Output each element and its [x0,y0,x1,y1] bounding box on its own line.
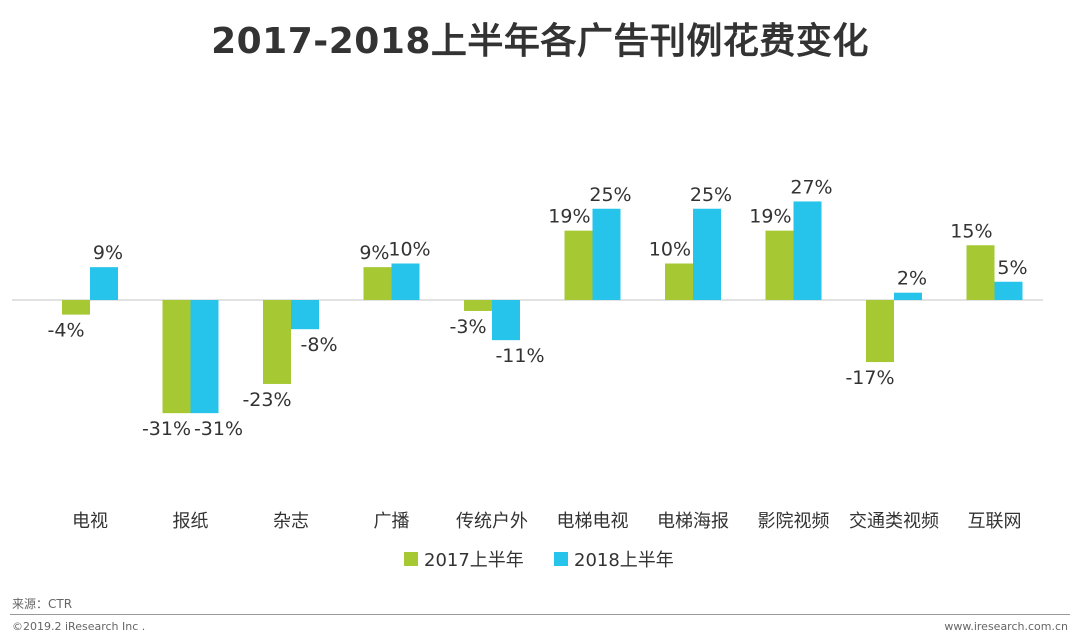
bar-2018-2 [291,300,319,330]
category-label-1: 报纸 [173,511,209,532]
data-label-2018-9: 5% [997,257,1027,279]
data-label-2018-4: -11% [495,345,544,367]
source-note: 来源：CTR [12,597,73,611]
data-label-2018-0: 9% [93,242,123,264]
bar-2018-4 [492,300,520,341]
bar-2017-7 [765,230,794,300]
bar-2017-9 [966,245,995,300]
bar-2017-3 [363,267,392,300]
category-label-5: 电梯电视 [557,511,629,532]
legend-label-2017: 2017上半年 [424,550,524,571]
copyright-text: ©2019.2 iResearch Inc . [12,620,146,633]
bar-2017-0 [62,300,90,315]
data-label-2017-8: -17% [845,367,894,389]
data-label-2018-3: 10% [388,239,430,261]
bar-2018-6 [693,208,721,300]
category-label-6: 电梯海报 [657,511,729,532]
bar-2018-5 [592,208,621,300]
bar-2017-2 [263,300,291,384]
data-label-2018-6: 25% [690,184,732,206]
data-label-2018-8: 2% [897,268,927,290]
data-label-2018-5: 25% [589,184,631,206]
bar-chart: -4%9%电视-31% -31%报纸-23%-8%杂志9%10%广播-3%-11%… [12,176,1043,571]
category-label-3: 广播 [374,511,410,532]
data-label-2017-9: 15% [950,220,992,242]
chart-title: 2017-2018上半年各广告刊例花费变化 [211,21,869,62]
legend-swatch-2017 [404,552,418,566]
website-text: www.iresearch.com.cn [944,620,1068,633]
data-label-2017-4: -3% [450,316,487,338]
data-label-2017-5: 19% [548,206,590,228]
bar-2018-7 [793,201,822,300]
category-label-9: 互联网 [968,511,1022,532]
category-label-4: 传统户外 [456,511,528,532]
data-label-2017-1: -31% [142,418,191,440]
bar-2017-4 [464,300,492,311]
category-label-7: 影院视频 [758,511,830,532]
data-label-2017-6: 10% [649,239,691,261]
data-label-2017-0: -4% [48,320,85,342]
data-label-2017-2: -23% [242,389,291,411]
bar-2017-8 [866,300,894,363]
data-label-2018-2: -8% [301,334,338,356]
footer-divider [10,614,1070,615]
category-label-2: 杂志 [273,511,309,532]
bar-2018-1 [190,300,219,414]
data-label-2017-3: 9% [359,242,389,264]
data-label-2018-7: 27% [790,176,832,198]
bar-2017-1 [162,300,191,414]
bar-2018-3 [391,263,420,300]
bar-2018-0 [90,267,118,300]
bar-2018-9 [994,281,1023,300]
bar-2018-8 [894,292,922,300]
bar-2017-6 [665,263,693,300]
category-label-8: 交通类视频 [849,511,939,532]
data-label-2018-1: -31% [194,418,243,440]
bar-2017-5 [564,230,593,300]
legend-label-2018: 2018上半年 [574,550,674,571]
data-label-2017-7: 19% [749,206,791,228]
legend-swatch-2018 [554,552,568,566]
category-label-0: 电视 [72,511,108,532]
